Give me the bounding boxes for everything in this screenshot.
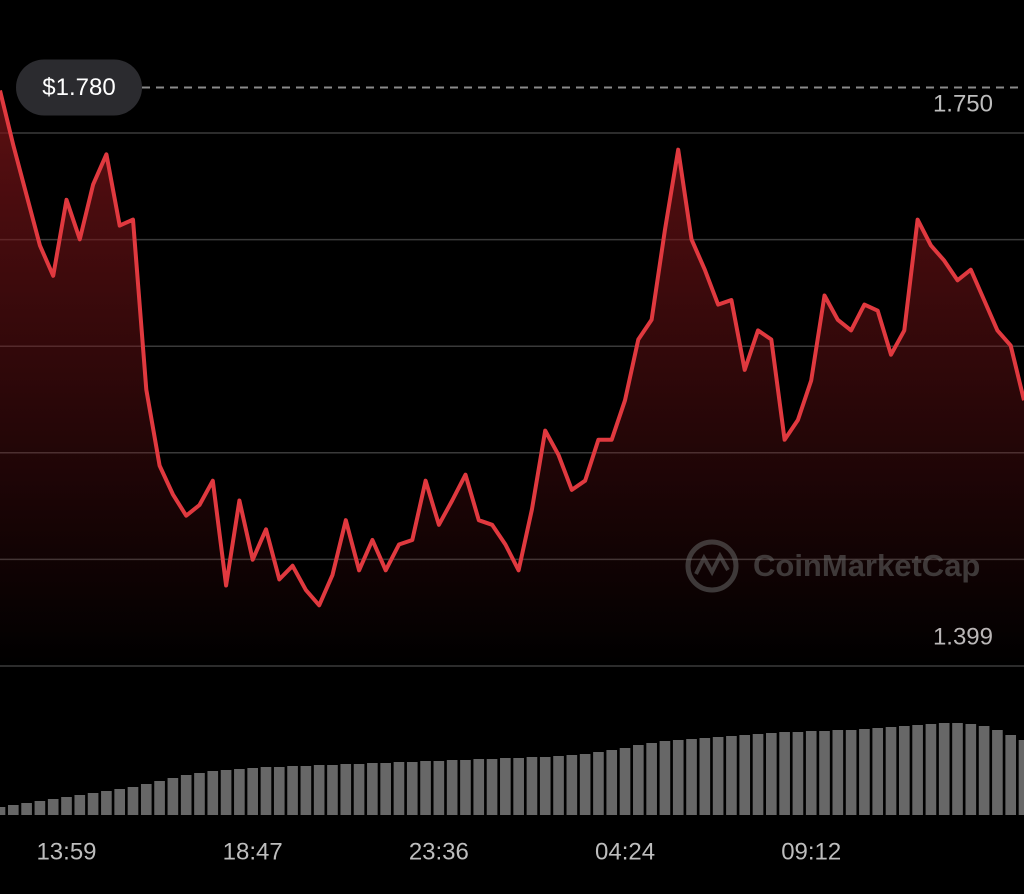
volume-bar xyxy=(287,766,298,815)
volume-bar xyxy=(712,737,724,815)
volume-bar xyxy=(805,731,817,815)
volume-bar xyxy=(300,766,312,815)
volume-bar xyxy=(752,734,764,815)
volume-bar xyxy=(380,763,391,815)
volume-bar xyxy=(327,765,338,815)
volume-bar xyxy=(7,805,19,815)
volume xyxy=(0,723,1024,815)
x-tick-label: 23:36 xyxy=(409,838,469,865)
volume-bar xyxy=(114,789,126,815)
volume-bar xyxy=(633,745,644,815)
volume-bar xyxy=(845,730,857,815)
volume-bar xyxy=(367,763,378,815)
volume-bar xyxy=(47,799,59,815)
volume-bar xyxy=(885,727,897,815)
volume-bar xyxy=(0,807,6,815)
y-tick-label: 1.750 xyxy=(933,90,993,117)
volume-bar xyxy=(87,793,99,815)
volume-bar xyxy=(872,728,884,815)
watermark-text: CoinMarketCap xyxy=(753,548,980,583)
x-tick-label: 18:47 xyxy=(223,838,283,865)
volume-bar xyxy=(154,781,165,815)
watermark-logo-mark xyxy=(694,551,730,577)
volume-bar xyxy=(912,725,923,815)
watermark: CoinMarketCap xyxy=(685,539,980,593)
volume-bar xyxy=(194,773,205,815)
volume-bar xyxy=(1005,735,1017,815)
volume-bar xyxy=(686,739,697,815)
x-axis: 13:59 18:47 23:36 04:24 09:12 xyxy=(36,838,841,865)
volume-bar xyxy=(420,761,431,815)
volume-bar xyxy=(779,732,790,815)
volume-bar xyxy=(792,732,804,815)
volume-bar xyxy=(938,723,950,815)
price xyxy=(0,90,1024,666)
volume-bar xyxy=(965,724,977,815)
volume-bar xyxy=(260,767,272,815)
watermark-logo xyxy=(685,539,739,593)
x-tick-label: 09:12 xyxy=(781,838,841,865)
volume-bar xyxy=(207,771,219,815)
volume-bar xyxy=(180,775,192,815)
volume-bar xyxy=(566,755,578,815)
volume-bar xyxy=(739,735,751,815)
volume-bar xyxy=(340,764,352,815)
volume-bar xyxy=(446,760,458,815)
volume-bar xyxy=(925,724,937,815)
volume-bar xyxy=(486,759,498,815)
volume-bar xyxy=(61,797,72,815)
volume-bar xyxy=(978,726,990,815)
volume-bar xyxy=(646,743,657,815)
volume-bar xyxy=(127,787,139,815)
volume-bar xyxy=(659,741,671,815)
volume-bar xyxy=(393,762,405,815)
volume-bar xyxy=(819,731,830,815)
volume-bar xyxy=(21,803,32,815)
volume-bar xyxy=(579,754,591,815)
volume-bar xyxy=(460,760,471,815)
volume-bar xyxy=(313,765,325,815)
price-line xyxy=(0,90,1024,608)
volume-bar xyxy=(619,748,631,815)
volume-bar xyxy=(766,733,777,815)
area-fill xyxy=(0,90,1024,666)
volume-bar xyxy=(526,757,538,815)
volume-bar xyxy=(898,726,910,815)
volume-bar xyxy=(859,729,870,815)
volume-bar xyxy=(74,795,86,815)
volume-bar xyxy=(1018,740,1024,815)
volume-bar xyxy=(699,738,711,815)
current-price-label: $1.780 xyxy=(42,74,115,101)
volume-bar xyxy=(140,784,152,815)
x-tick-label: 13:59 xyxy=(36,838,96,865)
volume-bar xyxy=(539,757,551,815)
volume-bar xyxy=(992,730,1003,815)
volume-bar xyxy=(234,769,245,815)
volume-bar xyxy=(500,758,511,815)
overlay: $1.780 xyxy=(16,59,1024,116)
x-tick-label: 04:24 xyxy=(595,838,655,865)
volume-bar xyxy=(273,767,285,815)
volume-bar xyxy=(553,756,564,815)
volume-bar xyxy=(593,752,604,815)
volume-bar xyxy=(353,764,365,815)
volume-bar xyxy=(167,778,179,815)
volume-bar xyxy=(513,758,524,815)
volume-bar xyxy=(726,736,737,815)
volume-bar xyxy=(606,750,618,815)
current-price-badge xyxy=(16,59,142,116)
volume-bar xyxy=(952,723,963,815)
volume-bar xyxy=(473,759,485,815)
volume-bar xyxy=(34,801,46,815)
volume-bar xyxy=(832,730,844,815)
volume-bar xyxy=(406,762,418,815)
volume-bar xyxy=(247,768,258,815)
volume-bar xyxy=(101,791,112,815)
volume-bar xyxy=(220,770,232,815)
volume-bar xyxy=(433,761,445,815)
volume-bar xyxy=(672,740,684,815)
